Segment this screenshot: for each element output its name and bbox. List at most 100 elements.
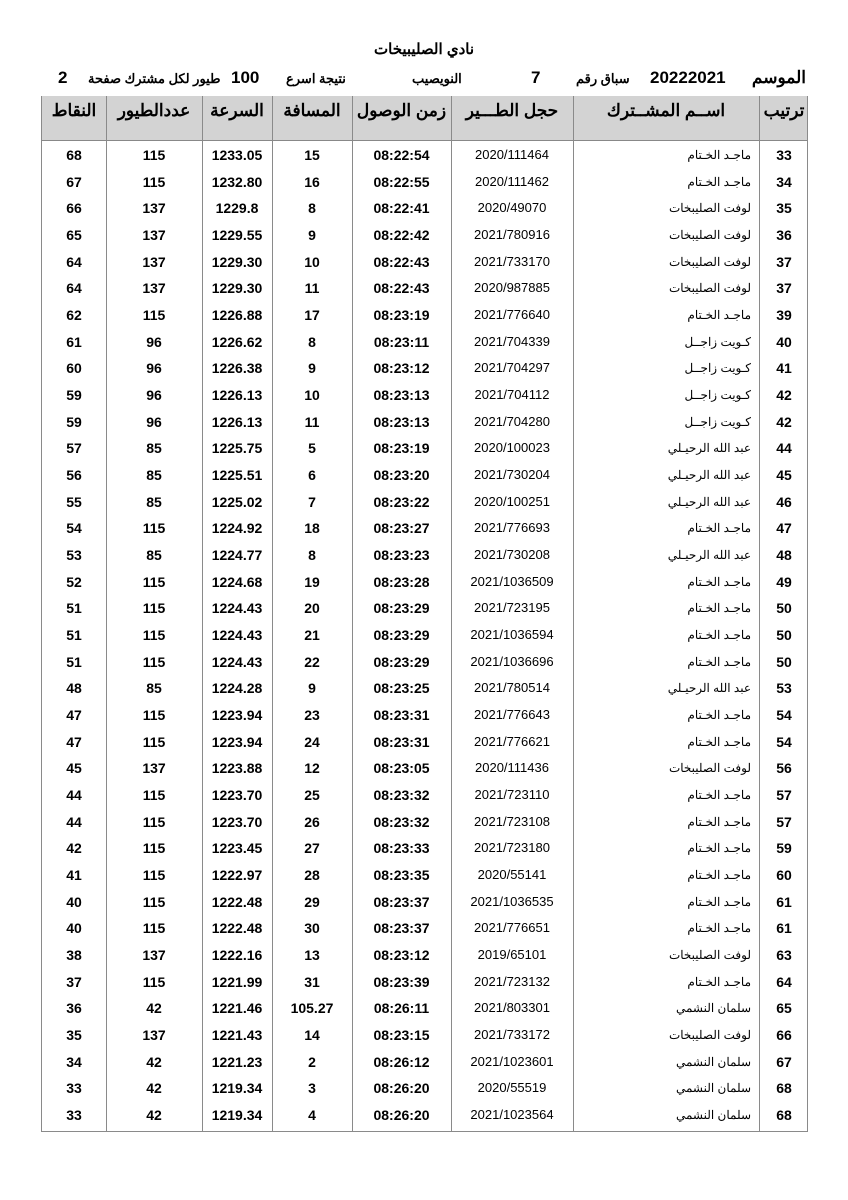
- cell-speed: 1226.13: [211, 413, 263, 430]
- cell-distance: 4: [308, 1107, 316, 1124]
- cell-ring-number: 2021/733170: [474, 253, 550, 269]
- cell-ring-number: 2021/1023564: [470, 1107, 554, 1123]
- cell-speed: 1223.70: [211, 787, 263, 804]
- cell-rank: 57: [776, 813, 792, 830]
- cell-rank: 50: [776, 600, 792, 617]
- cell-member-name: سلمان النشمي: [675, 1001, 751, 1016]
- cell-distance: 2: [308, 1053, 316, 1070]
- cell-arrival-time: 08:22:55: [373, 173, 430, 190]
- cell-rank: 59: [776, 840, 792, 857]
- cell-speed: 1224.77: [211, 547, 263, 564]
- cell-member-name: لوفت الصليبخات: [668, 948, 751, 963]
- cell-points: 54: [66, 520, 82, 537]
- cell-speed: 1219.34: [211, 1080, 263, 1097]
- cell-rank: 45: [776, 467, 792, 484]
- cell-distance: 30: [304, 920, 320, 937]
- cell-member-name: لوفت الصليبخات: [668, 201, 751, 216]
- cell-speed: 1229.8: [215, 200, 259, 217]
- cell-bird-count: 115: [142, 600, 166, 617]
- cell-arrival-time: 08:23:37: [373, 920, 430, 937]
- cell-distance: 16: [304, 173, 320, 190]
- cell-speed: 1225.75: [211, 440, 263, 457]
- cell-member-name: عبد الله الرحيـلي: [667, 468, 751, 483]
- cell-points: 33: [66, 1080, 82, 1097]
- table-row: 64 ماجـد الخـتام 2021/723132 08:23:39 31 1221…: [42, 969, 807, 996]
- table-row: 50 ماجـد الخـتام 2021/723195 08:23:29 20 1224…: [42, 595, 807, 622]
- cell-distance: 5: [308, 440, 316, 457]
- cell-speed: 1223.88: [211, 760, 263, 777]
- table-row: 33 ماجـد الخـتام 2020/111464 08:22:54 15 1233…: [42, 142, 807, 169]
- cell-bird-count: 115: [142, 733, 166, 750]
- cell-member-name: ماجـد الخـتام: [687, 148, 751, 162]
- cell-ring-number: 2021/776651: [474, 920, 550, 936]
- table-row: 68 سلمان النشمي 2021/1023564 08:26:20 4 1219.…: [42, 1102, 807, 1129]
- club-title: نادي الصليبيخات: [374, 41, 474, 58]
- cell-rank: 47: [776, 520, 792, 537]
- column-divider: [352, 96, 353, 1131]
- cell-points: 64: [66, 280, 82, 297]
- table-row: 54 ماجـد الخـتام 2021/776643 08:23:31 23 1223…: [42, 702, 807, 729]
- header-distance: المسافة: [283, 101, 341, 120]
- cell-speed: 1221.43: [211, 1027, 263, 1044]
- cell-distance: 8: [308, 333, 316, 350]
- season-label: الموسم: [751, 68, 806, 87]
- cell-rank: 57: [776, 787, 792, 804]
- cell-rank: 61: [776, 893, 792, 910]
- cell-arrival-time: 08:23:25: [373, 680, 430, 697]
- cell-rank: 34: [776, 173, 792, 190]
- cell-rank: 36: [776, 227, 792, 243]
- cell-arrival-time: 08:23:28: [373, 573, 430, 590]
- cell-rank: 53: [776, 680, 792, 697]
- cell-distance: 11: [304, 413, 320, 430]
- cell-ring-number: 2021/776640: [474, 307, 550, 323]
- cell-distance: 27: [304, 840, 320, 857]
- cell-bird-count: 96: [146, 387, 162, 404]
- cell-points: 53: [66, 547, 82, 564]
- cell-bird-count: 115: [142, 707, 166, 724]
- cell-distance: 21: [304, 627, 320, 644]
- cell-distance: 22: [304, 653, 320, 670]
- cell-ring-number: 2021/704297: [474, 360, 550, 376]
- fastest-label: نتيجة اسرع: [286, 71, 346, 86]
- cell-speed: 1224.68: [211, 573, 263, 590]
- cell-arrival-time: 08:26:20: [373, 1080, 430, 1097]
- cell-ring-number: 2020/111462: [475, 173, 549, 189]
- cell-member-name: ماجـد الخـتام: [687, 308, 751, 323]
- cell-distance: 3: [308, 1080, 316, 1097]
- cell-points: 52: [66, 573, 82, 590]
- cell-distance: 20: [304, 600, 320, 617]
- table-row: 57 ماجـد الخـتام 2021/723108 08:23:32 26 1223…: [42, 809, 807, 836]
- table-row: 60 ماجـد الخـتام 2020/55141 08:23:35 28 1222.…: [42, 862, 807, 889]
- cell-member-name: ماجـد الخـتام: [687, 708, 751, 723]
- cell-ring-number: 2021/803301: [474, 1000, 550, 1016]
- cell-points: 51: [66, 627, 82, 644]
- table-row: 68 سلمان النشمي 2020/55519 08:26:20 3 1219.34…: [42, 1075, 807, 1102]
- cell-bird-count: 115: [142, 653, 166, 670]
- cell-points: 51: [66, 600, 82, 617]
- cell-distance: 19: [304, 573, 320, 590]
- cell-distance: 9: [308, 360, 316, 377]
- cell-speed: 1224.92: [211, 520, 263, 537]
- column-divider: [451, 96, 452, 1131]
- cell-bird-count: 137: [142, 200, 166, 217]
- cell-rank: 67: [776, 1053, 792, 1070]
- cell-ring-number: 2020/55141: [477, 867, 547, 883]
- table-row: 67 سلمان النشمي 2021/1023601 08:26:12 2 1221.…: [42, 1049, 807, 1076]
- cell-speed: 1226.88: [211, 307, 263, 324]
- race-location: النويصيب: [412, 71, 462, 86]
- cell-bird-count: 85: [146, 680, 162, 697]
- cell-bird-count: 42: [146, 1000, 162, 1017]
- cell-member-name: ماجـد الخـتام: [687, 788, 751, 803]
- cell-speed: 1223.45: [211, 840, 263, 857]
- cell-distance: 31: [304, 973, 320, 990]
- table-row: 66 لوفت الصليبخات 2021/733172 08:23:15 14 122…: [42, 1022, 807, 1049]
- cell-speed: 1229.30: [211, 280, 263, 297]
- header-points: النقاط: [51, 101, 97, 120]
- cell-ring-number: 2021/723132: [474, 973, 550, 989]
- cell-rank: 35: [776, 200, 792, 217]
- cell-points: 42: [66, 840, 82, 857]
- cell-distance: 14: [304, 1027, 320, 1044]
- cell-rank: 48: [776, 547, 792, 564]
- cell-speed: 1221.46: [211, 1000, 263, 1017]
- table-row: 61 ماجـد الخـتام 2021/1036535 08:23:37 29 122…: [42, 889, 807, 916]
